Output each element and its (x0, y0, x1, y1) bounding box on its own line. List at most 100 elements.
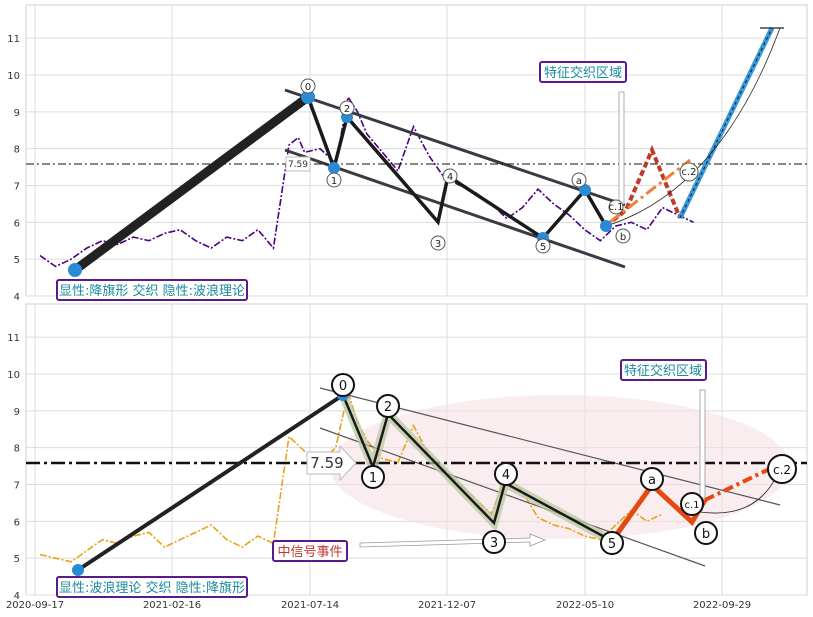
y-tick-label: 10 (7, 370, 20, 381)
top-callout-bar (618, 91, 625, 205)
bottom-impulse-line (76, 393, 345, 572)
top-wave-label-3: 3 (430, 235, 446, 251)
svg-text:5: 5 (608, 537, 616, 552)
svg-text:b: b (702, 527, 710, 542)
y-tick-label: 4 (14, 292, 20, 303)
x-tick-label: 2021-07-14 (281, 600, 339, 611)
y-tick-label: 7 (14, 181, 20, 192)
y-tick-label: 11 (7, 34, 20, 45)
top-wave-label-1: 1 (326, 172, 342, 188)
bottom-note-pattern-text: 显性:波浪理论 交织 隐性:降旗形 (59, 580, 245, 596)
svg-text:c.2: c.2 (681, 167, 696, 178)
svg-text:c.2: c.2 (773, 463, 791, 477)
bottom-level-label: 7.59 (310, 454, 343, 472)
top-wave-label-a: a (571, 172, 587, 188)
svg-text:5: 5 (540, 242, 546, 253)
y-tick-label: 9 (14, 108, 20, 119)
x-tick-label: 2021-02-16 (143, 600, 201, 611)
svg-text:a: a (648, 473, 656, 488)
svg-text:1: 1 (331, 176, 337, 187)
top-level-label: 7.59 (288, 160, 308, 170)
top-price-series (39, 94, 694, 268)
top-note-pattern-text: 显性:降旗形 交织 隐性:波浪理论 (59, 283, 245, 299)
y-tick-label: 11 (7, 333, 20, 344)
bottom-note-box-feature (620, 359, 707, 381)
svg-text:2: 2 (384, 400, 392, 415)
bottom-callout-bar (699, 389, 706, 499)
y-tick-label: 10 (7, 71, 20, 82)
top-wave-label-5: 5 (535, 238, 551, 254)
top-wave-label-4: 4 (442, 168, 458, 184)
top-lower-channel (284, 148, 626, 269)
svg-text:0: 0 (305, 82, 311, 93)
y-tick-label: 6 (14, 218, 20, 229)
y-tick-label: 8 (14, 444, 20, 455)
top-panel: 特征交织区域 显性:降旗形 交织 隐性:波浪理论 7.59 0 1 2 3 4 … (26, 26, 807, 301)
bottom-lower-channel (319, 427, 706, 567)
top-wave-label-c2: c.2 (679, 162, 699, 182)
top-wave-label-2: 2 (339, 100, 355, 116)
svg-text:0: 0 (339, 379, 347, 394)
bottom-wave-label-3: 3 (482, 530, 506, 554)
top-projection-orange (609, 158, 691, 224)
bottom-wave-label-4: 4 (494, 462, 518, 486)
bottom-wave-label-a: a (640, 467, 664, 491)
bottom-wave-label-c2: c.2 (767, 454, 797, 484)
svg-text:3: 3 (435, 239, 441, 250)
svg-text:3: 3 (490, 536, 498, 551)
top-node-b (600, 220, 612, 232)
x-tick-label: 2022-05-10 (556, 600, 614, 611)
bottom-wave-label-2: 2 (376, 394, 400, 418)
svg-text:1: 1 (369, 471, 377, 486)
svg-text:4: 4 (502, 468, 510, 483)
top-level-box (285, 156, 311, 172)
y-tick-label: 6 (14, 517, 20, 528)
svg-text:4: 4 (447, 172, 453, 183)
top-wave-label-0: 0 (300, 78, 316, 94)
top-projection-blue-inner (679, 27, 773, 219)
bottom-wave-label-c1: c.1 (680, 492, 704, 516)
svg-text:2: 2 (344, 104, 350, 115)
top-note-feature-text: 特征交织区域 (544, 65, 622, 81)
bottom-wave-label-5: 5 (600, 531, 624, 555)
bottom-wave-label-0: 0 (331, 373, 355, 397)
top-note-box-pattern (56, 279, 248, 301)
bottom-level-arrow (306, 444, 357, 482)
x-tick-label: 2021-12-07 (418, 600, 476, 611)
y-tick-label: 5 (14, 554, 20, 565)
bottom-note-feature-text: 特征交织区域 (624, 363, 702, 379)
top-wave-label-c1: c.1 (608, 199, 624, 215)
y-tick-label: 4 (14, 591, 20, 602)
top-node-1 (328, 162, 340, 174)
top-node-a (579, 184, 591, 196)
y-tick-label: 7 (14, 480, 20, 491)
bottom-wave-label-b: b (694, 521, 718, 545)
top-projection-curve (605, 27, 781, 227)
svg-text:b: b (620, 232, 626, 243)
x-tick-label: 2020-09-17 (6, 600, 64, 611)
bottom-note-box-pattern (56, 576, 248, 598)
x-tick-label: 2022-09-29 (693, 600, 751, 611)
y-tick-label: 8 (14, 145, 20, 156)
y-tick-label: 5 (14, 255, 20, 266)
top-panel-frame (25, 4, 808, 297)
top-wave-line (306, 96, 608, 241)
top-node-0 (301, 90, 315, 104)
top-wave-label-b: b (615, 228, 631, 244)
top-impulse-line (72, 93, 311, 274)
y-tick-label: 9 (14, 407, 20, 418)
bottom-panel: 7.59 特征交织区域 中信号事件 显性:波浪理论 交织 隐性:降旗形 0 1 … (26, 359, 807, 598)
bottom-wave-label-1: 1 (361, 465, 385, 489)
svg-text:c.1: c.1 (608, 202, 623, 213)
bottom-signal-arrow (359, 533, 547, 548)
bottom-wave-line (341, 394, 613, 543)
top-note-box-feature (539, 61, 627, 83)
svg-text:a: a (576, 176, 582, 187)
bottom-node-start (72, 564, 84, 576)
top-node-start (68, 263, 82, 277)
bottom-note-box-signal (272, 540, 348, 562)
bottom-note-signal-text: 中信号事件 (277, 545, 342, 560)
svg-text:c.1: c.1 (684, 500, 699, 511)
